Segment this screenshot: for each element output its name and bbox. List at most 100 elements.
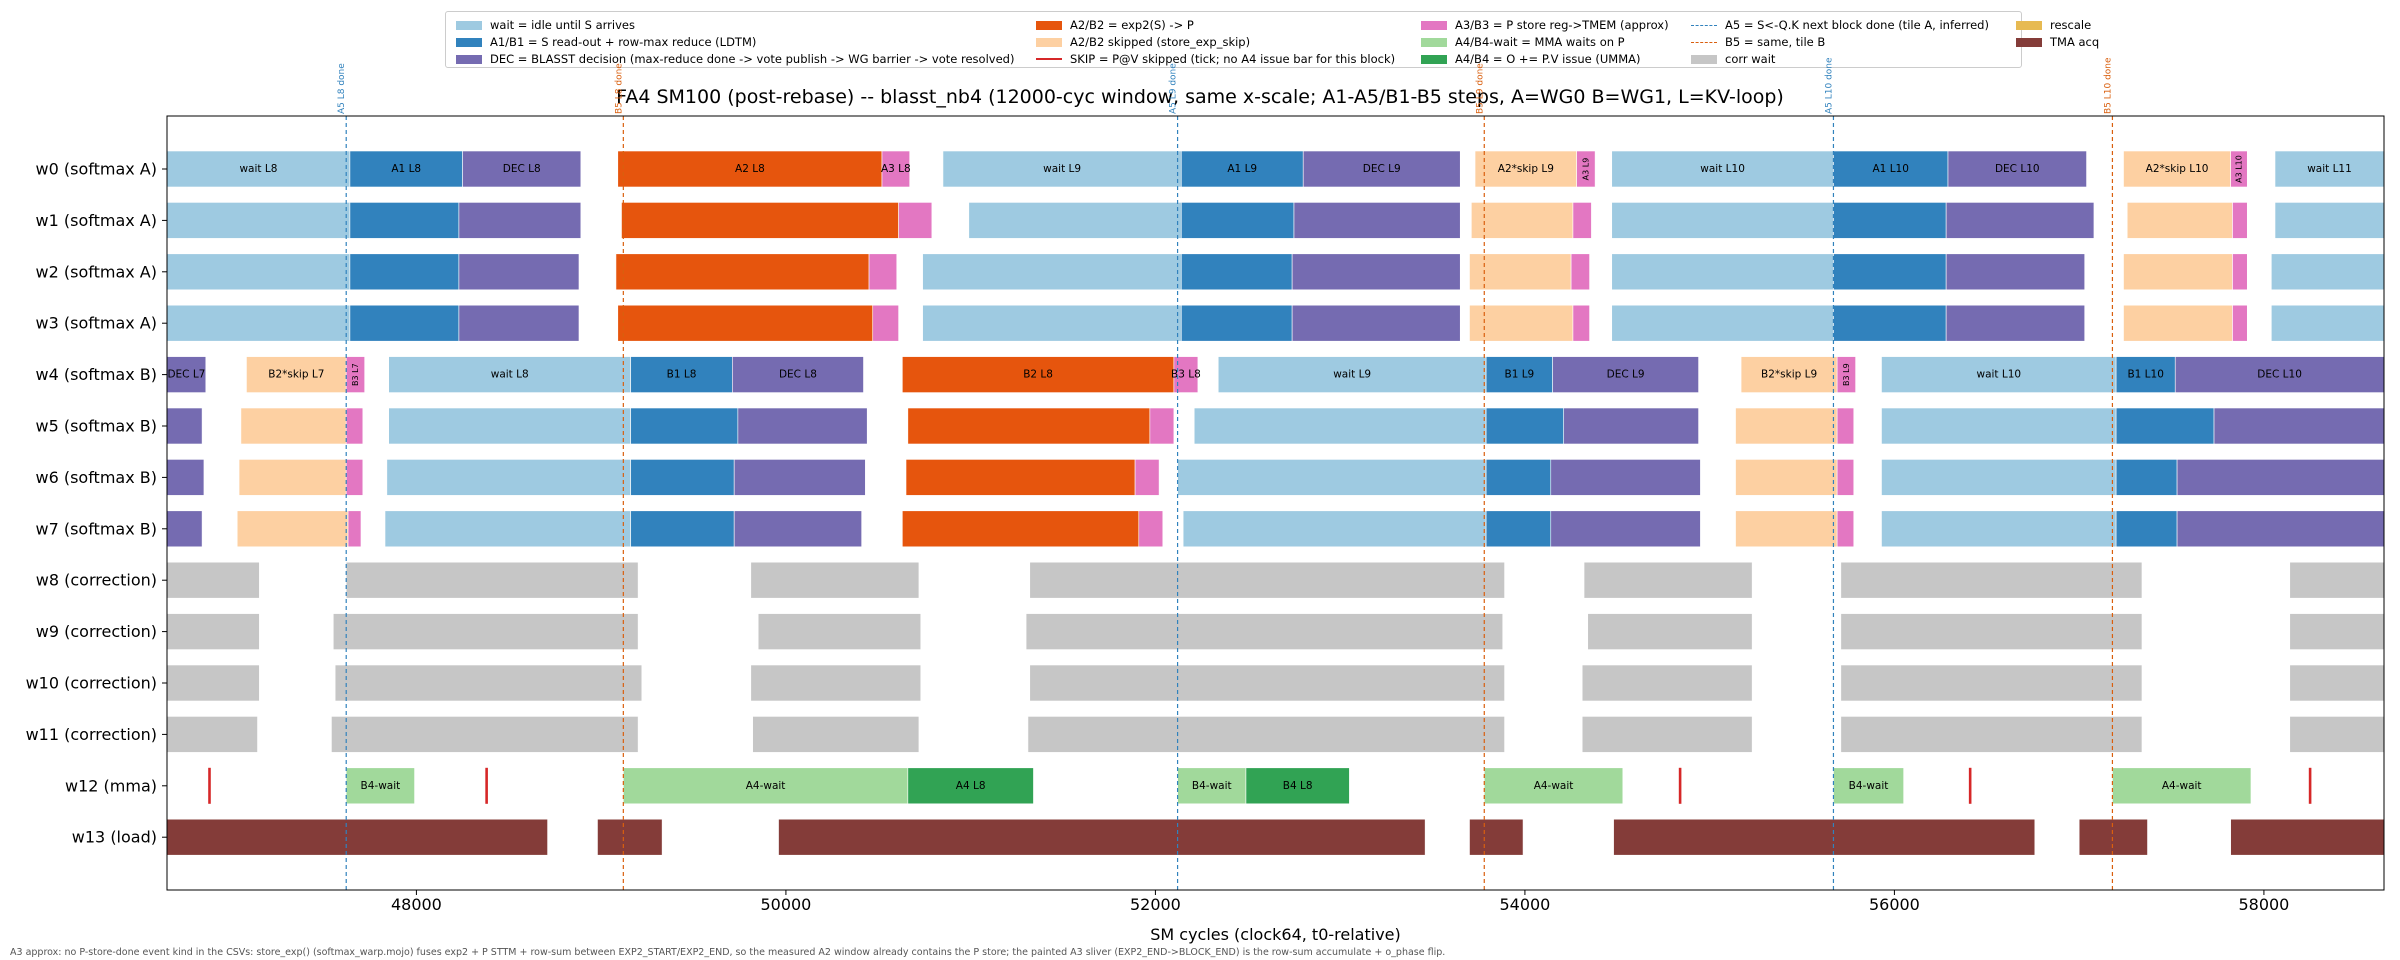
- bar-corr: [1840, 613, 2143, 650]
- bar-a1b1: [1180, 304, 1293, 342]
- bar-skip: [1471, 202, 1574, 239]
- bar-a1b1: [1833, 253, 1947, 291]
- bar-a1b1: [1485, 510, 1552, 548]
- a5-marker-label: A5 L10 done: [1824, 57, 1834, 114]
- bar-wait: [167, 150, 351, 188]
- bar-a3b3: [345, 407, 364, 445]
- y-tick-label: w12 (mma): [65, 776, 157, 795]
- x-axis-label: SM cycles (clock64, t0-relative): [1150, 925, 1401, 944]
- bar-tma: [1613, 818, 2036, 856]
- bar-label: DEC L8: [503, 163, 541, 175]
- bar-corr: [2289, 613, 2384, 650]
- bar-dec: [1291, 253, 1461, 291]
- bar-label: A1 L8: [391, 163, 421, 175]
- bar-a1b1: [2115, 510, 2178, 548]
- legend-entry-a3b3: A3/B3 = P store reg->TMEM (approx): [1421, 18, 1669, 32]
- bar-skip: [2126, 202, 2233, 239]
- bar-label: wait L10: [1976, 369, 2021, 381]
- bar-a3b3: [1836, 510, 1855, 548]
- bar-a3b3: [1572, 304, 1590, 342]
- bar-corr: [334, 664, 643, 702]
- legend-swatch: [1036, 37, 1062, 47]
- bar-label: A2*skip L9: [1498, 163, 1554, 175]
- bar-dec: [167, 356, 207, 393]
- bar-dec: [1947, 150, 2087, 188]
- bar-wait: [384, 510, 632, 548]
- bar-dec: [458, 202, 582, 239]
- bar-tma: [778, 818, 1426, 856]
- bar-a1b1: [1180, 202, 1295, 239]
- bar-a3b3: [347, 510, 362, 548]
- bar-a1b1: [1833, 202, 1947, 239]
- legend-label: A4/B4-wait = MMA waits on P: [1455, 35, 1625, 49]
- bar-a3b3: [1576, 150, 1596, 188]
- bar-dec: [167, 459, 205, 496]
- legend-label: A2/B2 = exp2(S) -> P: [1070, 18, 1194, 32]
- bar-wait: [2274, 202, 2384, 239]
- bar-wait: [1881, 356, 2117, 393]
- bar-corr: [1583, 561, 1753, 599]
- legend-label: A5 = S<-Q.K next block done (tile A, inf…: [1725, 18, 1989, 32]
- bar-skip: [240, 407, 347, 445]
- bar-dec: [1945, 253, 2086, 291]
- bar-dec: [1293, 202, 1461, 239]
- bar-a1b1: [630, 510, 735, 548]
- legend-entry-pvskip: SKIP = P@V skipped (tick; no A4 issue ba…: [1036, 52, 1395, 66]
- legend-swatch: [1421, 37, 1447, 47]
- bar-dec: [1552, 356, 1699, 393]
- bar-a3b3: [898, 202, 933, 239]
- bar-corr: [2289, 716, 2384, 753]
- bar-skip: [1469, 253, 1572, 291]
- legend-label: wait = idle until S arrives: [490, 18, 635, 32]
- bar-corr: [750, 664, 922, 702]
- bar-label: wait L9: [1333, 369, 1371, 381]
- bar-corr: [1025, 613, 1504, 650]
- y-tick-label: w11 (correction): [26, 725, 157, 744]
- bar-wait: [1881, 407, 2117, 445]
- b5-marker-label: B5 L10 done: [2103, 57, 2113, 114]
- bar-mmawait: [345, 767, 415, 805]
- bar-corr: [167, 716, 258, 753]
- bar-label: B2*skip L7: [268, 369, 324, 381]
- bar-a3b3: [1138, 510, 1164, 548]
- bar-corr: [345, 561, 639, 599]
- bar-dec: [458, 253, 580, 291]
- legend-entry-skip: A2/B2 skipped (store_exp_skip): [1036, 35, 1250, 49]
- bar-dec: [2174, 356, 2384, 393]
- legend-label: A4/B4 = O += P.V issue (UMMA): [1455, 52, 1641, 66]
- bar-mmawait: [2112, 767, 2252, 805]
- bar-corr: [167, 561, 260, 599]
- bar-a3b3: [1570, 253, 1590, 291]
- bar-skip: [1740, 356, 1838, 393]
- bar-wait: [1611, 150, 1834, 188]
- bar-label: A3 L8: [881, 163, 911, 175]
- bar-a3b3: [2232, 202, 2248, 239]
- bar-a1b1: [630, 459, 735, 496]
- bar-dec: [737, 407, 868, 445]
- bar-mmawait: [623, 767, 909, 805]
- bar-wait: [2274, 150, 2384, 188]
- bar-dec: [2176, 510, 2384, 548]
- bar-wait: [167, 202, 351, 239]
- bar-a3b3: [345, 459, 364, 496]
- bar-wait: [1182, 510, 1487, 548]
- x-tick-label: 56000: [1869, 895, 1920, 914]
- bar-dec: [1302, 150, 1461, 188]
- bar-wait: [1881, 459, 2117, 496]
- bar-wait: [1611, 304, 1834, 342]
- legend-label: SKIP = P@V skipped (tick; no A4 issue ba…: [1070, 52, 1396, 66]
- bar-skip: [1474, 150, 1577, 188]
- bar-corr: [1587, 613, 1753, 650]
- bar-corr: [167, 664, 260, 702]
- bar-label: DEC L9: [1363, 163, 1401, 175]
- bar-wait: [1881, 510, 2117, 548]
- bar-dec: [1550, 510, 1701, 548]
- bar-dec: [2176, 459, 2384, 496]
- bar-dec: [733, 459, 866, 496]
- bar-a2b2: [617, 150, 883, 188]
- b5-marker-label: B5 L9 done: [1475, 63, 1485, 114]
- legend-label: TMA acq: [2050, 35, 2100, 49]
- bar-mmawait: [1833, 767, 1904, 805]
- bar-a2b2: [615, 253, 870, 291]
